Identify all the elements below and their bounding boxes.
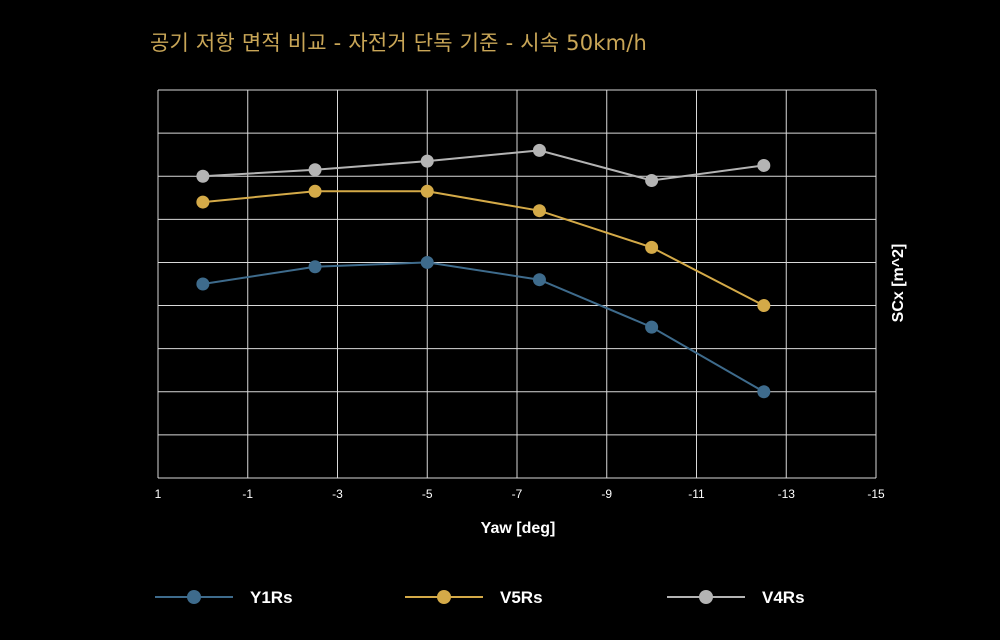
- legend-marker: [699, 590, 713, 604]
- data-point: [308, 260, 322, 274]
- data-point: [757, 299, 771, 313]
- data-point: [196, 195, 210, 209]
- series-group: [196, 143, 771, 399]
- legend-label: V5Rs: [500, 588, 543, 607]
- series-line: [202, 149, 764, 182]
- x-tick-label: 1: [155, 487, 162, 501]
- legend-item: V4Rs: [667, 588, 805, 607]
- series-V5Rs: [196, 184, 771, 313]
- data-point: [308, 184, 322, 198]
- legend-item: Y1Rs: [155, 588, 293, 607]
- data-point: [196, 169, 210, 183]
- legend-marker: [437, 590, 451, 604]
- legend: Y1Rs V5Rs V4Rs: [155, 588, 805, 607]
- x-tick-label: -9: [601, 487, 612, 501]
- x-axis-ticks: 1 -1 -3 -5 -7 -9 -11 -13 -15: [155, 487, 885, 501]
- x-tick-label: -13: [778, 487, 796, 501]
- series-Y1Rs: [196, 255, 771, 399]
- x-tick-label: -11: [688, 487, 705, 501]
- legend-marker: [187, 590, 201, 604]
- grid: [157, 89, 877, 479]
- data-point: [645, 320, 659, 334]
- series-V4Rs: [196, 143, 771, 188]
- data-point: [645, 174, 659, 188]
- data-point: [420, 154, 434, 168]
- data-point: [645, 240, 659, 254]
- legend-item: V5Rs: [405, 588, 543, 607]
- data-point: [532, 204, 546, 218]
- series-line: [202, 190, 765, 307]
- data-point: [308, 163, 322, 177]
- data-point: [532, 273, 546, 287]
- data-point: [757, 158, 771, 172]
- x-tick-label: -15: [867, 487, 885, 501]
- legend-label: Y1Rs: [250, 588, 293, 607]
- x-tick-label: -5: [422, 487, 433, 501]
- data-point: [196, 277, 210, 291]
- x-tick-label: -3: [332, 487, 343, 501]
- legend-label: V4Rs: [762, 588, 805, 607]
- data-point: [757, 385, 771, 399]
- x-tick-label: -7: [512, 487, 523, 501]
- series-line: [202, 261, 765, 393]
- chart-title: 공기 저항 면적 비교 - 자전거 단독 기준 - 시속 50km/h: [150, 31, 648, 55]
- data-point: [420, 255, 434, 269]
- x-tick-label: -1: [242, 487, 253, 501]
- y-axis-label: SCx [m^2]: [890, 244, 907, 323]
- data-point: [420, 184, 434, 198]
- x-axis-label: Yaw [deg]: [481, 520, 556, 537]
- data-point: [532, 143, 546, 157]
